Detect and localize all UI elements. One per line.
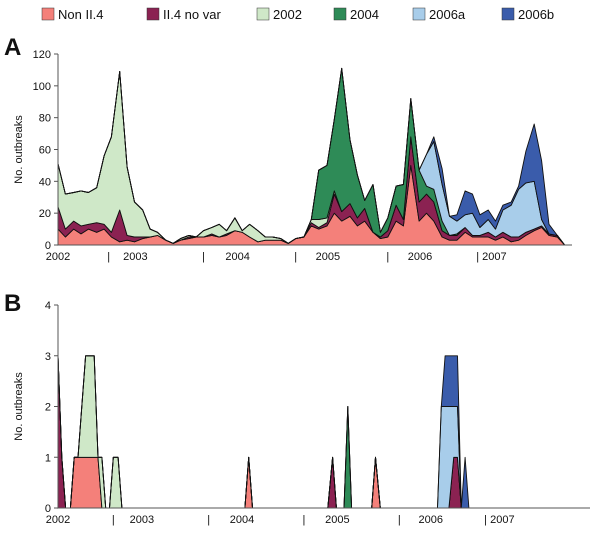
panel-b-ytick-label: 3 <box>45 351 51 363</box>
legend-swatch-4 <box>412 7 426 21</box>
panel-a-ytick-label: 20 <box>39 208 51 220</box>
panel-b-xtick-label: 2006 <box>419 514 443 526</box>
legend-label-2: 2002 <box>273 7 302 22</box>
panel-b-ytick-label: 1 <box>45 452 51 464</box>
panel-b-xtick-label: | <box>207 514 210 526</box>
panel-b-xtick-label: | <box>112 514 115 526</box>
panel-b-area-2002 <box>57 355 494 509</box>
panel-b-xtick-label: | <box>303 514 306 526</box>
legend-label-3: 2004 <box>350 7 379 22</box>
panel-a-ytick-label: 120 <box>33 49 51 61</box>
panel-a-xtick-label: 2003 <box>123 251 147 263</box>
panel-a-ytick-label: 100 <box>33 81 51 93</box>
panel-a-letter: A <box>4 34 21 61</box>
panel-b-xtick-label: 2003 <box>130 514 154 526</box>
panel-a-ytick-label: 80 <box>39 113 51 125</box>
legend-label-4: 2006a <box>429 7 466 22</box>
panel-b-area-2006b <box>57 355 494 509</box>
panel-b-xtick-label: 2004 <box>230 514 254 526</box>
panel-b-xtick-label: 2002 <box>46 514 70 526</box>
panel-b-ytick-label: 0 <box>45 503 51 515</box>
panel-a-xtick-label: | <box>294 251 297 263</box>
panel-a-xtick-label: | 2007 <box>476 251 506 263</box>
legend-label-0: Non II.4 <box>58 7 104 22</box>
panel-b-ytick-label: 2 <box>45 402 51 414</box>
panel-a-ytick-label: 40 <box>39 176 51 188</box>
legend-swatch-5 <box>501 7 515 21</box>
panel-a-ylabel: No. outbreaks <box>13 115 25 184</box>
panel-b-area-non-ii-4 <box>57 456 494 509</box>
panel-b-area-2004 <box>57 355 494 509</box>
panel-b-chart: No. outbreaks 0 1 2 3 4 2002 | 2003 | 2004 | 2005 | 20… <box>13 300 590 526</box>
legend-label-1: II.4 no var <box>163 7 221 22</box>
panel-a-xtick-label: | <box>386 251 389 263</box>
panel-b-area-ii-4-no-var <box>57 355 494 509</box>
panel-a-ytick-label: 0 <box>45 240 51 252</box>
panel-b-xtick-label: 2005 <box>325 514 349 526</box>
panel-a-xtick-label: 2005 <box>316 251 340 263</box>
panel-b-area-2006a <box>57 355 494 509</box>
panel-a-ytick-label: 60 <box>39 145 51 157</box>
panel-a-xtick-label: | <box>107 251 110 263</box>
legend: Non II.4 II.4 no var 2002 2004 2006a 2006b <box>41 7 554 22</box>
legend-label-5: 2006b <box>518 7 554 22</box>
legend-swatch-2 <box>256 7 270 21</box>
panel-b-xtick-label: | 2007 <box>484 514 514 526</box>
panel-b-ytick-label: 4 <box>45 300 51 312</box>
panel-b-xtick-label: | <box>398 514 401 526</box>
legend-swatch-1 <box>146 7 160 21</box>
legend-swatch-3 <box>333 7 347 21</box>
legend-swatch-0 <box>41 7 55 21</box>
panel-a-xtick-label: 2006 <box>408 251 432 263</box>
panel-a-xtick-label: 2002 <box>46 251 70 263</box>
panel-a-xtick-label: | <box>202 251 205 263</box>
panel-a-xtick-label: 2004 <box>225 251 249 263</box>
panel-a-chart: No. outbreaks 0 20 40 60 80 100 120 2002 | 2003 | 20… <box>13 49 572 263</box>
panel-b-letter: B <box>4 290 21 317</box>
panel-b-ylabel: No. outbreaks <box>13 372 25 441</box>
